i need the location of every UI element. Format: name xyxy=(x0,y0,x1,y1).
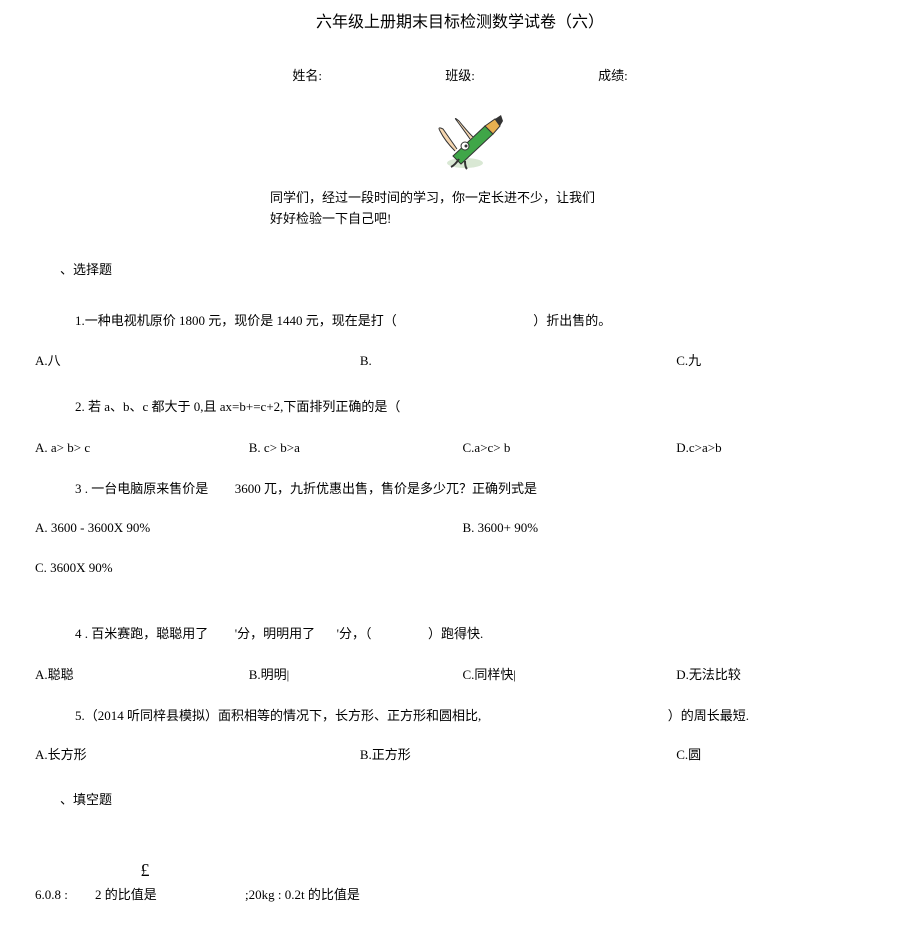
q1-option-a: A.八 xyxy=(35,351,360,372)
intro-line-2: 好好检验一下自己吧! xyxy=(270,209,650,230)
intro-text: 同学们，经过一段时间的学习，你一定长进不少，让我们 好好检验一下自己吧! xyxy=(270,188,650,230)
q2-option-a: A. a> b> c xyxy=(35,438,249,459)
q4-option-d: D.无法比较 xyxy=(676,665,890,686)
question-3: 3 . 一台电脑原来售价是 3600 兀，九折优惠出售，售价是多少兀？正确列式是 xyxy=(75,479,890,500)
q5-option-b: B.正方形 xyxy=(360,745,676,766)
question-5: 5.（2014 听同梓县模拟）面积相等的情况下，长方形、正方形和圆相比, ）的周… xyxy=(75,706,890,727)
q3-options-row1: A. 3600 - 3600X 90% B. 3600+ 90% xyxy=(35,518,890,539)
q1-text-a: 1.一种电视机原价 1800 元，现价是 1440 元，现在是打（ xyxy=(75,313,397,328)
q2-option-d: D.c>a>b xyxy=(676,438,890,459)
q5-options: A.长方形 B.正方形 C.圆 xyxy=(35,745,890,766)
q4-option-b: B.明明| xyxy=(249,665,463,686)
q5-text-b: ）的周长最短. xyxy=(668,708,749,723)
q1-text-b: ）折出售的。 xyxy=(533,313,611,328)
pound-symbol: £ xyxy=(95,856,195,885)
q4-text-b: '分，明明用了 xyxy=(235,626,315,641)
q2-options: A. a> b> c B. c> b>a C.a>c> b D.c>a>b xyxy=(35,438,890,459)
q4-text-c: '分，（ xyxy=(337,626,372,641)
q1-option-c: C.九 xyxy=(676,351,890,372)
question-6: £ 6.0.8 : 2 的比值是 ;20kg : 0.2t 的比值是 xyxy=(35,856,890,906)
q3-option-c: C. 3600X 90% xyxy=(35,558,890,579)
question-2: 2. 若 a、b、c 都大于 0,且 ax=b+=c+2,下面排列正确的是（ xyxy=(75,397,890,418)
q4-option-a: A.聪聪 xyxy=(35,665,249,686)
q2-option-b: B. c> b>a xyxy=(249,438,463,459)
section-1-heading: 、选择题 xyxy=(60,260,890,281)
q2-option-c: C.a>c> b xyxy=(463,438,677,459)
question-4: 4 . 百米赛跑，聪聪用了 '分，明明用了 '分，（ ）跑得快. xyxy=(75,624,890,645)
page-title: 六年级上册期末目标检测数学试卷（六） xyxy=(30,10,890,36)
q5-text-a: 5.（2014 听同梓县模拟）面积相等的情况下，长方形、正方形和圆相比, xyxy=(75,708,481,723)
q6-prefix: 6.0.8 : xyxy=(35,885,95,906)
q6-part-a: 2 的比值是 xyxy=(95,885,245,906)
intro-line-1: 同学们，经过一段时间的学习，你一定长进不少，让我们 xyxy=(270,188,650,209)
q1-option-b: B. xyxy=(360,351,676,372)
q5-option-c: C.圆 xyxy=(676,745,890,766)
q4-option-c: C.同样快| xyxy=(463,665,677,686)
q3-text-b: 3600 兀，九折优惠出售，售价是多少兀？正确列式是 xyxy=(235,481,537,496)
q4-text-d: ）跑得快. xyxy=(428,626,483,641)
q4-text-a: 4 . 百米赛跑，聪聪用了 xyxy=(75,626,208,641)
q6-part-b: ;20kg : 0.2t 的比值是 xyxy=(245,885,360,906)
section-2-heading: 、填空题 xyxy=(60,790,890,811)
class-label: 班级: xyxy=(445,66,475,87)
name-label: 姓名: xyxy=(292,66,322,87)
info-row: 姓名: 班级: 成绩: xyxy=(30,66,890,87)
q3-option-b: B. 3600+ 90% xyxy=(463,518,891,539)
q1-options: A.八 B. C.九 xyxy=(35,351,890,372)
q3-option-a: A. 3600 - 3600X 90% xyxy=(35,518,463,539)
score-label: 成绩: xyxy=(598,66,628,87)
question-1: 1.一种电视机原价 1800 元，现价是 1440 元，现在是打（ ）折出售的。 xyxy=(75,311,890,332)
mascot-image xyxy=(30,101,890,178)
q5-option-a: A.长方形 xyxy=(35,745,360,766)
q3-text-a: 3 . 一台电脑原来售价是 xyxy=(75,481,208,496)
q4-options: A.聪聪 B.明明| C.同样快| D.无法比较 xyxy=(35,665,890,686)
